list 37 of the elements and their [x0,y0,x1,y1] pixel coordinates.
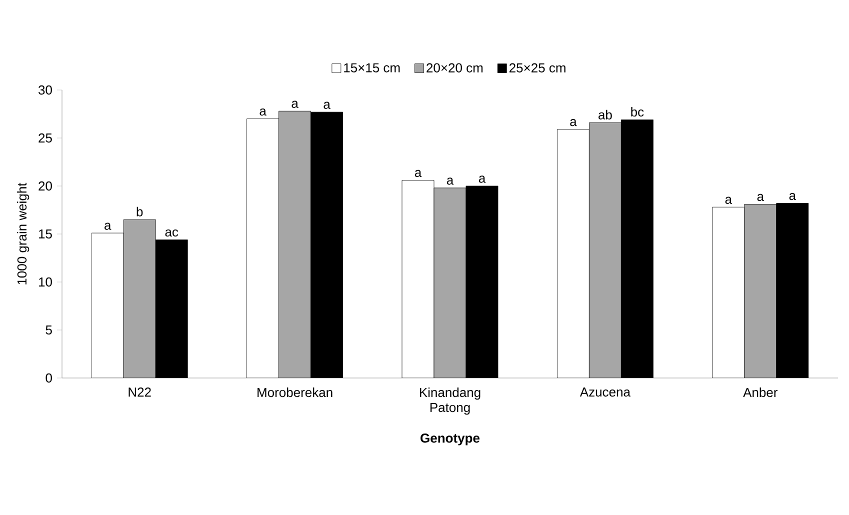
annotation: a [104,222,112,230]
x-tick-label: Moroberekan [258,388,332,398]
y-tick-label: 25 [38,133,52,143]
legend-label: 25×25 cm [509,63,566,72]
bar [278,110,311,378]
annotation: a [570,119,577,126]
y-tick-label: 10 [38,277,52,287]
x-axis-title: Genotype [420,434,480,446]
annotation: a [446,178,454,185]
annotation: a [757,194,764,202]
bar [589,122,622,378]
annotation: a [292,100,298,108]
y-axis-title: 1000 grain weight [17,182,30,284]
bar [123,219,156,378]
annotation: a [478,176,486,183]
x-tick-label: Azucena [580,388,630,397]
y-tick-label: 5 [46,325,52,335]
legend-label: 15×15 cm [344,63,400,72]
annotation: a [725,196,732,204]
y-tick-label: 0 [46,373,52,383]
x-tick-label: Kinandang Patong [420,388,480,415]
x-tick-label: Anber [743,388,778,398]
x-tick-label: N22 [128,388,151,397]
legend-label: 20×20 cm [426,63,483,72]
bar [744,204,777,378]
y-tick-label: 20 [38,181,52,191]
bar [434,188,466,378]
annotation: ab [598,110,612,120]
annotation: b [136,206,143,216]
y-tick-label: 15 [38,229,52,239]
annotation: ac [165,229,178,237]
annotation: a [789,192,796,200]
annotation: a [260,108,266,116]
annotation: a [414,170,422,178]
annotation: a [324,102,330,109]
annotation: bc [631,107,644,117]
y-tick-label: 30 [38,85,52,95]
